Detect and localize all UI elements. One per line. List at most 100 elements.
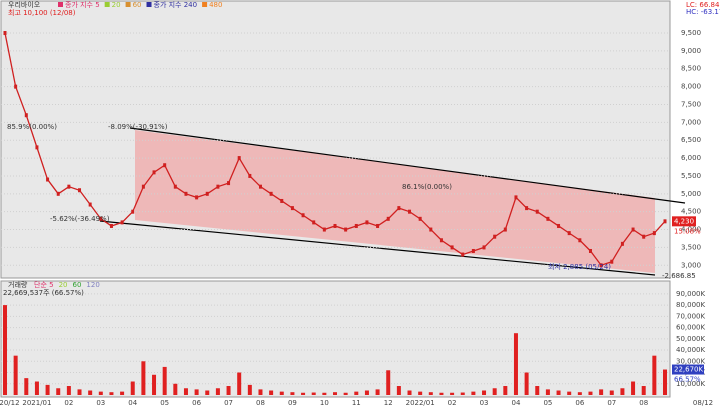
volume-bar — [450, 392, 455, 395]
x-tick-label: 12 — [384, 399, 393, 407]
candle — [535, 209, 539, 214]
candle — [354, 223, 358, 228]
volume-bar — [269, 390, 274, 395]
channel-upper — [129, 127, 686, 204]
legend-label: 20 — [112, 1, 121, 9]
legend-label: 단순 5 — [34, 280, 54, 289]
candle — [397, 206, 401, 211]
y-tick-label: 6,000 — [681, 154, 701, 162]
volume-bar — [152, 374, 157, 395]
candle — [24, 113, 28, 118]
volume-bar — [513, 333, 518, 395]
volume-bar — [545, 389, 550, 395]
candle — [429, 227, 433, 232]
x-tick-label: 03 — [96, 399, 105, 407]
candle — [482, 245, 486, 250]
candle — [620, 241, 624, 246]
x-tick-label: 04 — [512, 399, 521, 407]
volume-bar — [567, 391, 572, 395]
annotation: 85.9%(0.00%) — [7, 123, 57, 131]
candle — [290, 206, 294, 211]
candle — [152, 170, 156, 175]
annotation: 86.1%(0.00%) — [402, 183, 452, 191]
candle — [344, 227, 348, 232]
candle — [248, 173, 252, 178]
x-tick-label: 06 — [575, 399, 584, 407]
chart-title: 거래량 — [8, 280, 28, 289]
candle — [503, 227, 507, 232]
y-tick-label: 9,000 — [681, 47, 701, 55]
volume-bar — [663, 369, 667, 395]
y-tick-label: 90,000K — [676, 290, 705, 298]
y-tick-label: 30,000K — [676, 357, 705, 365]
x-tick-label: 2021/01 — [22, 399, 51, 407]
volume-bar — [141, 361, 146, 395]
y-tick-label: 7,000 — [681, 118, 701, 126]
annotation: -2,686.85 — [662, 272, 696, 280]
volume-bar — [258, 389, 263, 395]
candle — [461, 252, 465, 257]
price-tag-bg — [672, 364, 704, 375]
channel-fill — [135, 130, 655, 273]
y-tick-label: 8,500 — [681, 65, 701, 73]
y-tick-label: 7,500 — [681, 100, 701, 108]
candle — [376, 223, 380, 228]
candle — [312, 220, 316, 225]
volume-bar — [88, 390, 93, 395]
candle — [131, 209, 135, 214]
candle — [141, 184, 145, 189]
x-tick-label: 2022/01 — [406, 399, 435, 407]
volume-bar — [77, 389, 82, 395]
volume-bar — [386, 370, 391, 395]
candle — [56, 191, 60, 196]
candle — [610, 259, 614, 264]
x-tick-label: 10 — [320, 399, 329, 407]
price-tag: 4,230 — [674, 217, 694, 225]
x-tick-label: 08/12 — [693, 399, 713, 407]
y-tick-label: 8,000 — [681, 83, 701, 91]
y-tick-label: 3,000 — [681, 261, 701, 269]
annotation: 최저 2,885 (05/24) — [548, 262, 611, 271]
volume-bar — [599, 389, 604, 395]
candle — [35, 145, 39, 150]
candle — [227, 181, 231, 186]
y-tick-label: 40,000K — [676, 346, 705, 354]
candle — [599, 263, 603, 268]
legend-swatch — [104, 2, 110, 7]
x-tick-label: 03 — [480, 399, 489, 407]
candle — [173, 184, 177, 189]
volume-bar — [290, 392, 295, 395]
candle — [652, 231, 656, 236]
annotation: -5.62%(-36.49%) — [50, 215, 110, 223]
x-tick-label: 02 — [64, 399, 73, 407]
candle — [546, 216, 550, 221]
volume-bar — [279, 391, 284, 395]
volume-bar — [641, 386, 646, 395]
x-tick-label: 02 — [448, 399, 457, 407]
candle — [280, 198, 284, 203]
candle — [493, 234, 497, 239]
x-tick-label: 2020/12 — [0, 399, 20, 407]
volume-bar — [535, 386, 540, 395]
candle — [46, 177, 50, 182]
candle — [88, 202, 92, 207]
volume-bar — [3, 305, 7, 395]
channel-lower — [99, 220, 656, 276]
volume-bar — [301, 392, 306, 395]
legend-swatch — [202, 2, 208, 7]
volume-bar — [343, 392, 348, 395]
volume-bar — [471, 391, 476, 395]
y-tick-label: 4,000 — [681, 226, 701, 234]
candle — [205, 191, 209, 196]
volume-bar — [194, 389, 199, 395]
x-tick-label: 08 — [256, 399, 265, 407]
subtitle: 22,669,537주 (66.57%) — [3, 289, 84, 297]
y-tick-label: 3,500 — [681, 243, 701, 251]
change-tag: 15.08% — [674, 227, 701, 235]
volume-bar — [130, 381, 135, 395]
candle — [450, 245, 454, 250]
candle — [184, 191, 188, 196]
candle — [525, 206, 529, 211]
candle — [237, 156, 241, 161]
